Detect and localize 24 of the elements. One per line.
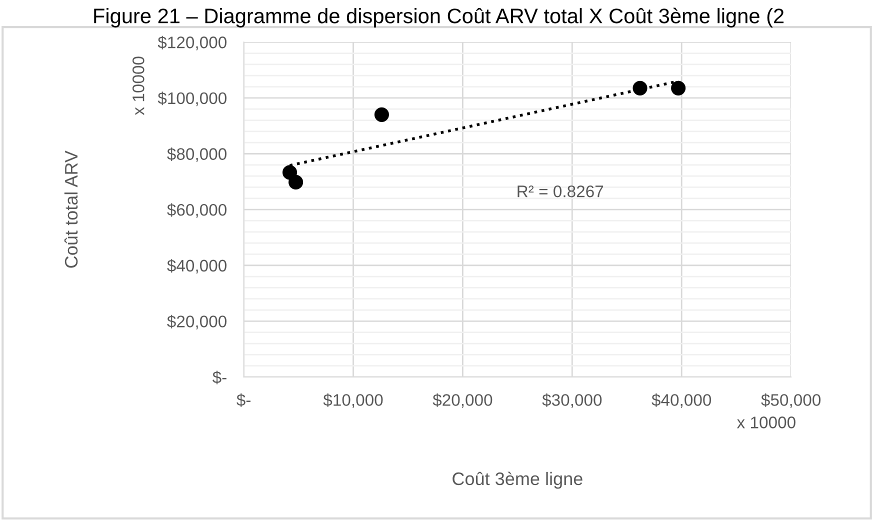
x-tick-label: $40,000	[652, 393, 712, 408]
y-tick-label: $20,000	[167, 314, 226, 330]
point	[671, 80, 686, 96]
x-tick-label: $20,000	[432, 393, 492, 408]
point	[282, 165, 298, 180]
y-axis-title: Coût total ARV	[64, 150, 78, 268]
chart-title: Figure 21 – Diagramme de dispersion Coût ARV total X Coût 3ème ligne (2	[94, 8, 784, 28]
x-tick-label: $30,000	[542, 393, 602, 408]
x-tick-label: $10,000	[323, 393, 383, 408]
point	[288, 174, 304, 190]
y-tick-label: $-	[212, 370, 226, 384]
point	[374, 107, 389, 122]
point	[632, 80, 648, 96]
y-tick-label: $60,000	[167, 203, 226, 218]
x-axis-title: Coût 3ème ligne	[452, 472, 582, 489]
text: x 10000	[736, 416, 796, 428]
annotation: R² = 0.8267	[518, 185, 604, 198]
y-tick-label: $80,000	[167, 147, 226, 162]
text: x 10000	[132, 56, 144, 116]
y-tick-label: $100,000	[158, 92, 226, 106]
x-tick-label: $-	[236, 393, 250, 407]
x-tick-label: $50,000	[761, 393, 821, 408]
y-tick-label: $120,000	[158, 36, 226, 50]
y-tick-label: $40,000	[167, 259, 226, 274]
